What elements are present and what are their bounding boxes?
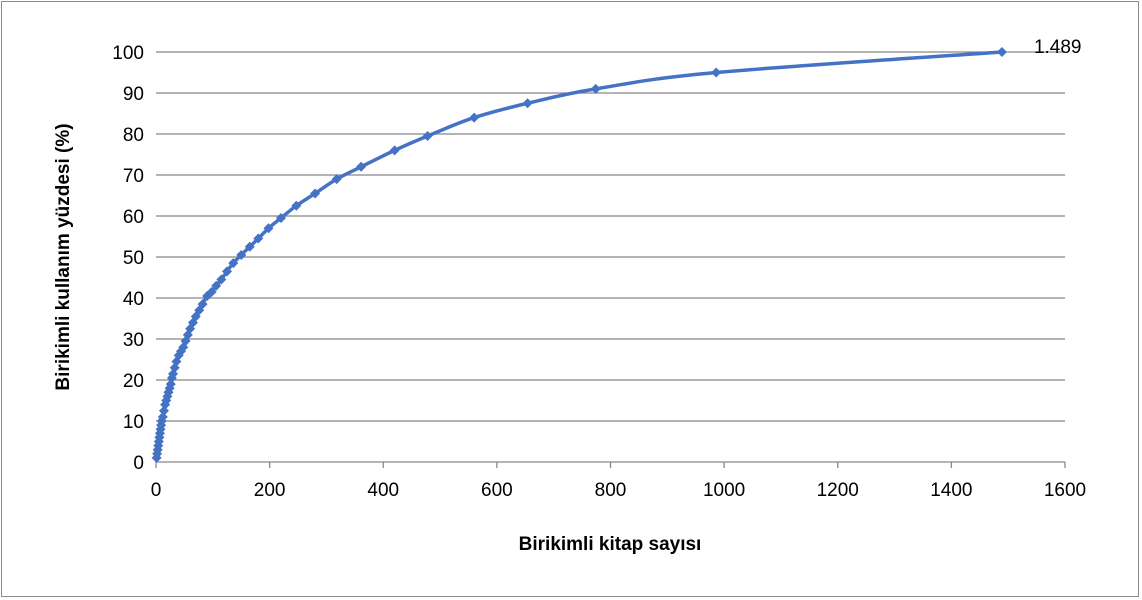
data-point-marker [211,280,222,291]
data-label: 1.489 [1034,37,1082,58]
data-point-marker [206,286,217,297]
annotations: 1.489 [1034,37,1082,58]
x-tick-label: 400 [367,480,399,501]
data-point-marker [228,258,239,269]
x-tick-label: 0 [151,480,162,501]
x-tick-label: 600 [481,480,513,501]
data-point-marker [216,274,227,285]
data-point-marker [469,112,480,123]
data-point-marker [253,233,264,244]
data-point-marker [197,299,208,310]
y-tick-label: 10 [123,412,144,433]
series-markers [151,47,1007,463]
data-point-marker [236,249,247,260]
data-point-marker [158,405,169,416]
data-point-marker [165,379,176,390]
x-tick-label: 1000 [703,480,745,501]
gridlines [156,51,1065,422]
x-tick-label: 1200 [817,480,859,501]
data-point-marker [522,98,533,109]
x-tick-label: 1400 [930,480,972,501]
y-tick-label: 40 [123,289,144,310]
x-tick-labels: 0 200 400 600 800 1000 1200 1400 1600 [151,480,1086,501]
data-point-marker [275,213,286,224]
y-tick-label: 20 [123,371,144,392]
data-point-marker [157,411,168,422]
x-tick-label: 200 [254,480,286,501]
data-point-marker [331,174,342,185]
y-tick-label: 50 [123,248,144,269]
y-axis-title: Birikimli kullanım yüzdesi (%) [53,123,74,390]
y-tick-label: 60 [123,207,144,228]
y-tick-label: 30 [123,330,144,351]
y-tick-label: 100 [112,43,144,64]
data-point-marker [356,161,367,172]
series-line [154,50,1003,459]
data-point-marker [263,223,274,234]
x-axis-title: Birikimli kitap sayısı [519,534,702,555]
data-point-marker [996,47,1007,57]
axes [155,461,1066,468]
y-tick-label: 90 [123,84,144,105]
x-tick-label: 1600 [1044,480,1086,501]
data-point-marker [244,241,255,252]
data-point-marker [711,67,722,78]
y-tick-label: 80 [123,125,144,146]
y-tick-label: 70 [123,166,144,187]
data-point-marker [590,83,601,94]
data-point-marker [291,200,302,211]
data-point-marker [422,131,433,142]
y-tick-label: 0 [133,453,144,474]
x-tick-label: 800 [595,480,627,501]
data-point-marker [222,266,233,277]
y-tick-labels: 0 10 20 30 40 50 60 70 80 90 100 [112,43,144,474]
data-point-marker [310,188,321,199]
data-point-marker [389,145,400,156]
